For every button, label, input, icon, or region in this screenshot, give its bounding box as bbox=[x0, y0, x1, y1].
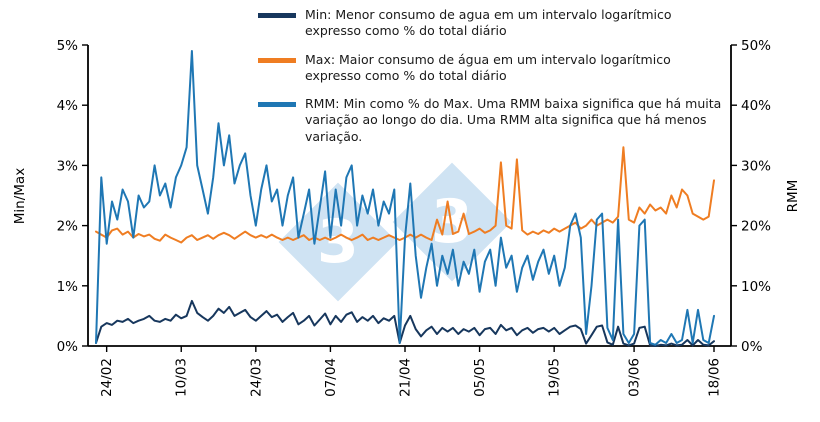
right-tick-label: 30% bbox=[741, 158, 771, 174]
left-tick-label: 1% bbox=[57, 279, 79, 295]
tick-marks bbox=[82, 44, 737, 352]
right-tick-label: 40% bbox=[741, 98, 771, 114]
x-tick-label: 03/06 bbox=[627, 358, 643, 397]
x-tick-label: 07/04 bbox=[323, 358, 339, 397]
right-tick-label: 50% bbox=[741, 38, 771, 54]
legend-item-max: Max: Maior consumo de água em um interva… bbox=[258, 52, 728, 85]
left-tick-label: 5% bbox=[57, 38, 79, 54]
rmm-line-swatch bbox=[258, 102, 296, 107]
legend-text-min: Min: Menor consumo de agua em um interva… bbox=[305, 7, 672, 39]
series-line-rmm bbox=[95, 50, 715, 346]
axes bbox=[87, 45, 732, 347]
right-tick-label: 10% bbox=[741, 279, 771, 295]
right-tick-label: 0% bbox=[741, 339, 763, 355]
legend-item-rmm: RMM: Min como % do Max. Uma RMM baixa si… bbox=[258, 96, 728, 145]
legend-text-rmm: RMM: Min como % do Max. Uma RMM baixa si… bbox=[305, 96, 722, 144]
legend-item-min: Min: Menor consumo de agua em um interva… bbox=[258, 7, 728, 40]
right-axis-label: RMM bbox=[785, 179, 801, 213]
x-tick-label: 21/04 bbox=[398, 358, 414, 397]
legend-text-max: Max: Maior consumo de água em um interva… bbox=[305, 51, 671, 83]
left-tick-label: 4% bbox=[57, 98, 79, 114]
legend: Min: Menor consumo de agua em um interva… bbox=[258, 7, 728, 145]
left-tick-label: 3% bbox=[57, 158, 79, 174]
left-tick-label: 2% bbox=[57, 219, 79, 235]
series-line-min bbox=[95, 299, 715, 347]
left-tick-label: 0% bbox=[57, 339, 79, 355]
x-tick-label: 05/05 bbox=[472, 358, 488, 397]
x-tick-label: 10/03 bbox=[174, 358, 190, 397]
x-tick-label: 24/03 bbox=[248, 358, 264, 397]
x-tick-label: 24/02 bbox=[99, 358, 115, 397]
x-tick-label: 19/05 bbox=[547, 358, 563, 397]
max-line-swatch bbox=[258, 57, 296, 63]
x-tick-label: 18/06 bbox=[707, 358, 723, 397]
tick-labels: 0% 1% 2% 3% 4% 5% 0% 10% 20% 30% 40% 50% 24/02 10/03 2… bbox=[57, 38, 772, 397]
right-tick-label: 20% bbox=[741, 219, 771, 235]
min-line-swatch bbox=[258, 13, 296, 18]
left-axis-label: Min/Max bbox=[12, 167, 28, 225]
